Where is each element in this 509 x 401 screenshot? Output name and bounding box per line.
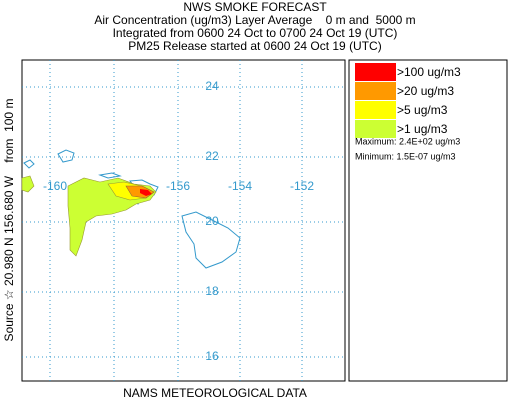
legend-swatch [355,63,396,81]
islands [23,149,241,269]
source-label: Source ☆ 20.980 N 156.680 W from 100 m [2,99,16,342]
lat-label: 18 [205,284,219,298]
grid [22,60,345,381]
lat-label: 24 [205,79,219,93]
lon-labels: -160 -156 -154 -152 [43,179,314,193]
lon-label: -156 [166,179,190,193]
lon-label: -160 [43,179,67,193]
legend-label: >20 ug/m3 [397,84,454,98]
subtitle: Integrated from 0600 24 Oct to 0700 24 O… [113,26,398,40]
lon-label: -154 [228,179,252,193]
subtitle: Air Concentration (ug/m3) Layer Average … [94,13,415,27]
legend-swatch [355,101,396,119]
smoke-plume [21,175,157,257]
subtitle: PM25 Release started at 0600 24 Oct 19 (… [128,39,381,53]
lat-label: 16 [205,349,219,363]
title: NWS SMOKE FORECAST [183,0,327,14]
legend-label: >5 ug/m3 [397,103,448,117]
legend-label: >1 ug/m3 [397,122,448,136]
legend-swatch [355,120,396,138]
lon-label: -152 [290,179,314,193]
lat-label: 22 [205,149,219,163]
lat-label: 20 [205,214,219,228]
legend-label: >100 ug/m3 [397,65,461,79]
legend: >100 ug/m3 >20 ug/m3 >5 ug/m3 >1 ug/m3Maxim… [355,63,461,161]
legend-minimum: Minimum: 1.5E-07 ug/m3 [355,151,456,161]
footer: NAMS METEOROLOGICAL DATA [123,386,307,400]
legend-swatch [355,82,396,100]
lat-labels: 24 22 20 18 16 [205,79,219,363]
legend-maximum: Maximum: 2.4E+02 ug/m3 [355,136,460,146]
